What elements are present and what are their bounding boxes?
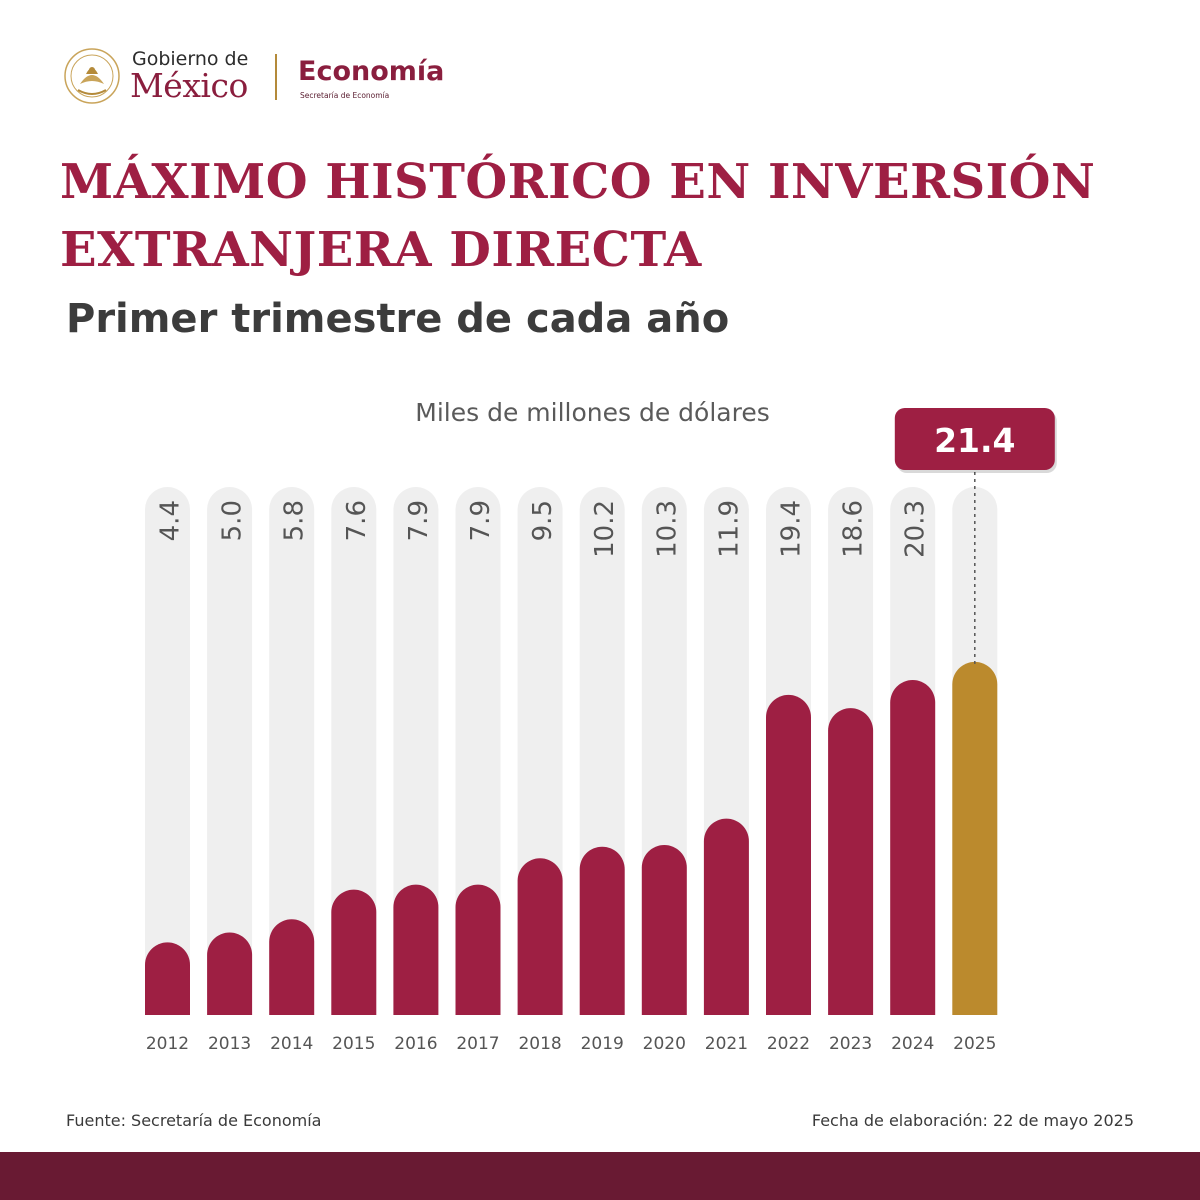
header-logos: Gobierno de México Economía Secretaría d… xyxy=(62,44,562,108)
bar-track xyxy=(145,487,190,1015)
x-tick-label: 2015 xyxy=(332,1034,375,1054)
data-label: 7.9 xyxy=(404,500,434,541)
y-axis-label: Miles de millones de dólares xyxy=(415,398,770,427)
footer-date: Fecha de elaboración: 22 de mayo 2025 xyxy=(811,1111,1134,1130)
bar xyxy=(517,858,563,1015)
bar xyxy=(207,932,253,1015)
bar-track xyxy=(393,487,439,1015)
highlight-callout xyxy=(894,408,1055,470)
bar-track xyxy=(331,487,377,1015)
agency-subtitle: Secretaría de Economía xyxy=(300,91,390,100)
bar xyxy=(331,889,377,1015)
bar xyxy=(455,884,501,1015)
data-label: 18.6 xyxy=(839,500,869,558)
footer-source: Fuente: Secretaría de Economía xyxy=(66,1111,322,1130)
bar xyxy=(393,884,439,1015)
logo-divider xyxy=(275,54,277,100)
x-tick-label: 2019 xyxy=(581,1034,624,1054)
data-label: 19.4 xyxy=(777,500,807,558)
bar xyxy=(890,680,936,1015)
x-tick-label: 2012 xyxy=(146,1034,189,1054)
page-subtitle: Primer trimestre de cada año xyxy=(66,296,730,342)
bottom-band xyxy=(0,1152,1200,1200)
data-label: 4.4 xyxy=(156,500,186,541)
x-tick-label: 2014 xyxy=(270,1034,313,1054)
bar xyxy=(579,846,625,1015)
bar xyxy=(952,661,998,1015)
x-tick-label: 2016 xyxy=(394,1034,437,1054)
bar xyxy=(703,818,749,1015)
mexico-coat-of-arms-icon xyxy=(64,48,120,104)
data-label: 20.3 xyxy=(901,500,931,558)
highlight-value-label: 21.4 xyxy=(934,421,1015,460)
data-label: 5.8 xyxy=(280,500,310,541)
bar xyxy=(641,845,687,1015)
bar xyxy=(269,919,315,1015)
x-tick-label: 2013 xyxy=(208,1034,251,1054)
bar-track xyxy=(269,487,315,1015)
data-label: 7.6 xyxy=(342,500,372,541)
data-label: 9.5 xyxy=(528,500,558,541)
page-title: MÁXIMO HISTÓRICO EN INVERSIÓN EXTRANJERA… xyxy=(60,154,1096,278)
mexico-label: México xyxy=(130,66,248,105)
bar xyxy=(145,942,190,1015)
bar-track xyxy=(207,487,253,1015)
x-tick-label: 2023 xyxy=(829,1034,872,1054)
data-label: 10.3 xyxy=(652,500,682,558)
gobierno-label: Gobierno de xyxy=(132,48,249,70)
data-label: 11.9 xyxy=(714,500,744,558)
bar xyxy=(766,694,811,1015)
x-tick-label: 2025 xyxy=(953,1034,996,1054)
data-label: 5.0 xyxy=(218,500,248,541)
x-tick-label: 2018 xyxy=(518,1034,561,1054)
bar xyxy=(828,708,874,1015)
x-tick-label: 2021 xyxy=(705,1034,748,1054)
x-tick-label: 2017 xyxy=(456,1034,499,1054)
agency-name: Economía xyxy=(298,56,445,87)
bar-track xyxy=(455,487,501,1015)
data-label: 7.9 xyxy=(466,500,496,541)
x-tick-label: 2022 xyxy=(767,1034,810,1054)
x-tick-label: 2020 xyxy=(643,1034,686,1054)
x-tick-label: 2024 xyxy=(891,1034,934,1054)
data-label: 10.2 xyxy=(590,500,620,558)
